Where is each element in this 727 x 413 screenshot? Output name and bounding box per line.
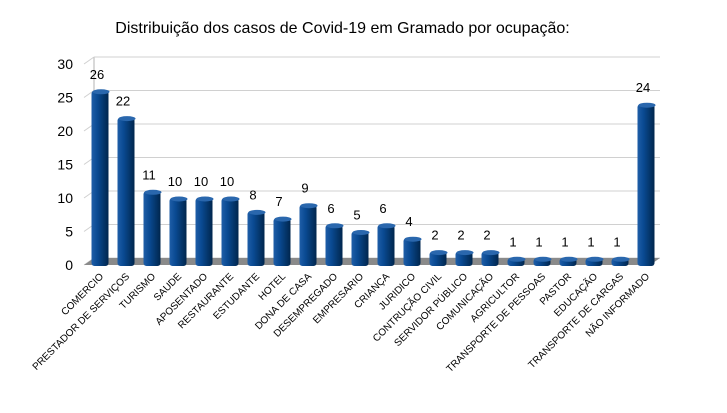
data-label: 6	[379, 201, 386, 216]
data-label: 26	[90, 67, 104, 82]
y-tick-label: 15	[57, 157, 73, 173]
bar-top	[144, 189, 162, 195]
bar-top	[326, 223, 344, 229]
data-label: 10	[194, 174, 208, 189]
x-tick-label: ESTUDANTE	[212, 271, 263, 322]
gridline-side	[83, 56, 95, 65]
bar-top	[170, 196, 188, 202]
data-label: 1	[561, 234, 568, 249]
bar	[91, 90, 109, 266]
bar-top	[118, 116, 136, 122]
y-tick-label: 0	[65, 257, 73, 273]
data-label: 1	[587, 234, 594, 249]
data-label: 24	[636, 80, 650, 95]
data-label: 5	[353, 208, 360, 223]
bar	[247, 211, 265, 266]
y-tick-label: 10	[57, 190, 73, 206]
bar-top	[612, 256, 630, 262]
bar-top	[92, 89, 110, 95]
data-label: 1	[613, 234, 620, 249]
bar-top	[430, 250, 448, 256]
bar-top	[300, 203, 318, 209]
bar-top	[352, 230, 370, 235]
gridline-side	[83, 90, 95, 98]
bar	[117, 117, 135, 266]
data-label: 1	[535, 234, 542, 249]
data-label: 2	[457, 228, 464, 243]
bar-top	[586, 256, 604, 262]
data-label: 6	[327, 201, 334, 216]
data-label: 11	[142, 167, 156, 182]
bar	[273, 218, 291, 266]
data-label: 10	[220, 174, 234, 189]
bar-top	[222, 196, 240, 202]
bar	[403, 238, 421, 266]
bar-top	[456, 250, 474, 256]
y-tick-label: 30	[57, 56, 73, 72]
y-tick-label: 20	[57, 123, 73, 139]
bar-top	[638, 102, 656, 108]
bar	[429, 251, 447, 266]
data-label: 8	[249, 187, 256, 202]
chart-title: Distribuição dos casos de Covid-19 em Gr…	[115, 20, 570, 37]
bar	[377, 224, 395, 266]
data-label: 9	[301, 181, 308, 196]
bar-top	[248, 209, 266, 215]
bar	[455, 251, 473, 266]
bar	[481, 251, 499, 266]
y-tick-label: 25	[57, 90, 73, 106]
data-label: 1	[509, 234, 516, 249]
bar-top	[404, 236, 422, 242]
bar-top	[378, 223, 396, 229]
bar-top	[196, 196, 214, 202]
bar	[195, 198, 213, 266]
data-label: 7	[275, 194, 282, 209]
bar	[221, 198, 239, 266]
bar-top	[534, 256, 552, 262]
data-label: 2	[483, 228, 490, 243]
data-label: 4	[405, 214, 412, 229]
bar	[299, 204, 317, 266]
x-tick-label: PRESTADOR DE SERVIÇOS	[31, 271, 133, 373]
bar	[637, 104, 655, 266]
data-label: 10	[168, 174, 182, 189]
y-tick-label: 5	[65, 224, 73, 240]
bar	[325, 224, 343, 266]
data-label: 22	[116, 94, 130, 109]
bar-top	[560, 256, 578, 262]
data-label: 2	[431, 228, 438, 243]
bar	[143, 191, 161, 266]
bar-top	[508, 256, 526, 262]
bar-top	[274, 216, 292, 222]
bar-top	[482, 250, 500, 256]
bar	[351, 231, 369, 266]
bar	[169, 198, 187, 266]
